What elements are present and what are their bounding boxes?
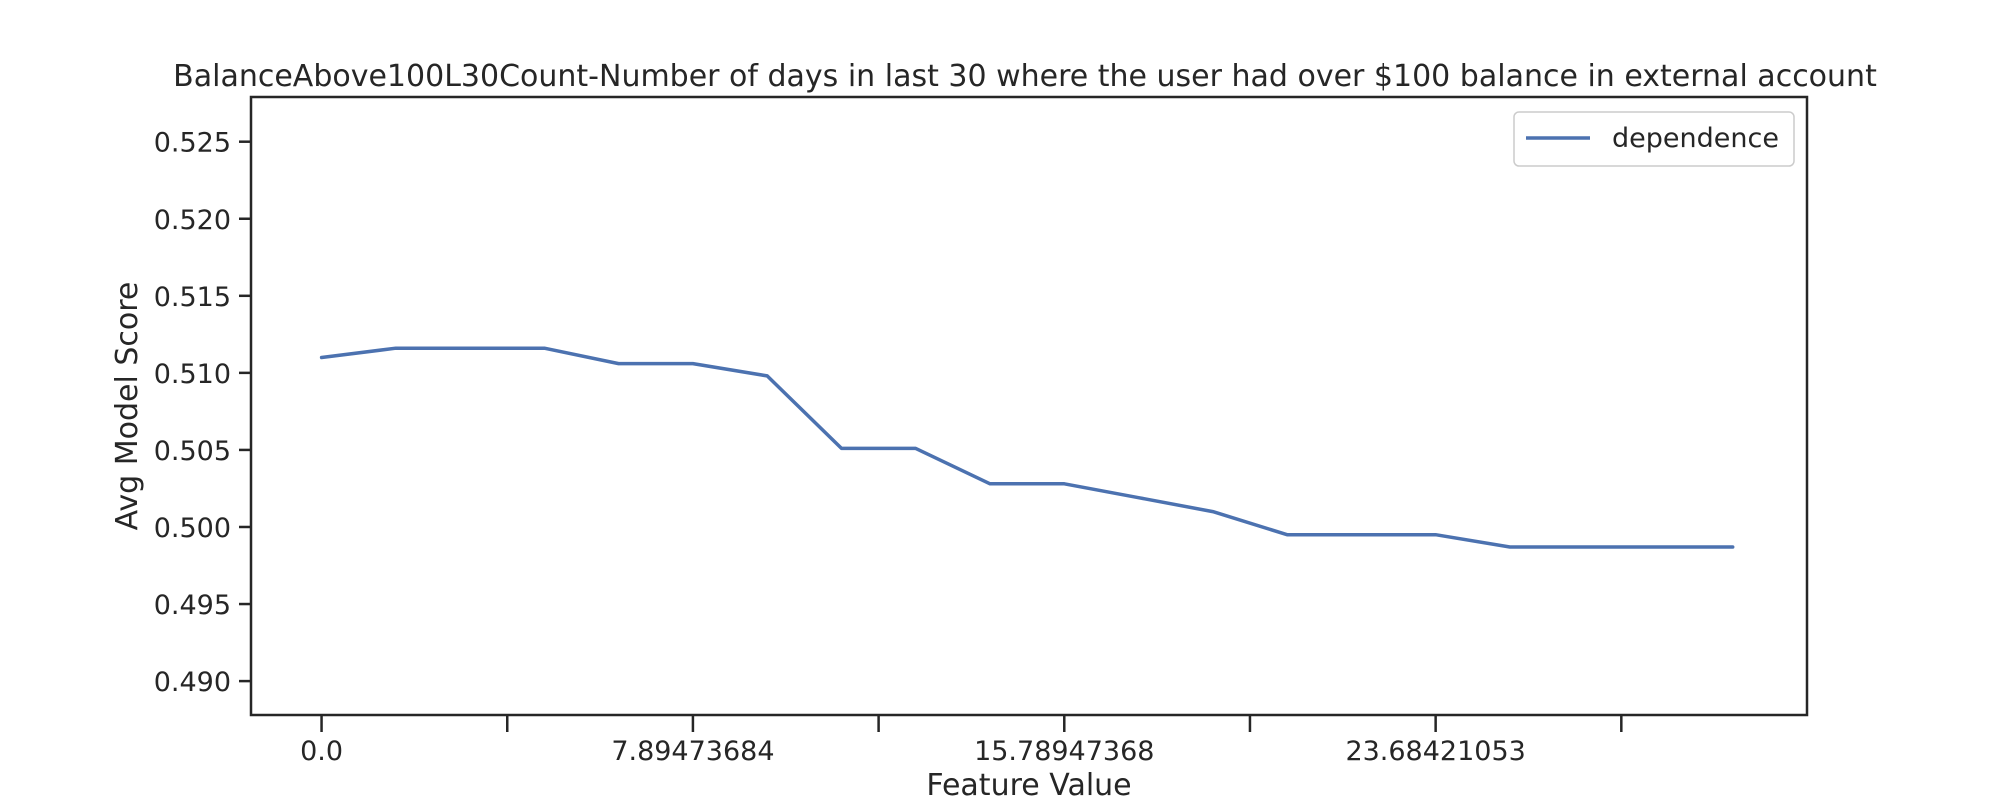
y-tick-label: 0.505 <box>154 436 231 467</box>
y-tick-label: 0.510 <box>154 359 231 390</box>
y-tick-label: 0.525 <box>154 128 231 159</box>
legend-box <box>1513 111 1795 167</box>
legend: dependence <box>1513 111 1795 167</box>
x-tick-label: 15.78947368 <box>974 736 1154 767</box>
x-tick-label: 0.0 <box>300 736 343 767</box>
y-tick-label: 0.515 <box>154 282 231 313</box>
series-layer <box>319 346 1735 549</box>
y-tick-label: 0.495 <box>154 590 231 621</box>
x-tick-label: 7.89473684 <box>611 736 774 767</box>
chart-title: BalanceAbove100L30Count-Number of days i… <box>173 59 1877 94</box>
y-tick-label: 0.500 <box>154 513 231 544</box>
y-tick-label: 0.490 <box>154 667 231 698</box>
series-line-dependence <box>319 346 1735 549</box>
x-axis-label: Feature Value <box>926 768 1131 800</box>
y-axis: 0.490 0.495 0.500 0.505 0.510 0.515 0.520 0.525 <box>154 128 251 698</box>
x-axis: 0.0 7.89473684 15.78947368 23.68421053 <box>300 715 1623 767</box>
legend-label: dependence <box>1612 123 1779 154</box>
plot-frame <box>249 95 1809 717</box>
y-axis-label: Avg Model Score <box>110 282 145 531</box>
x-tick-label: 23.68421053 <box>1345 736 1525 767</box>
y-tick-label: 0.520 <box>154 205 231 236</box>
